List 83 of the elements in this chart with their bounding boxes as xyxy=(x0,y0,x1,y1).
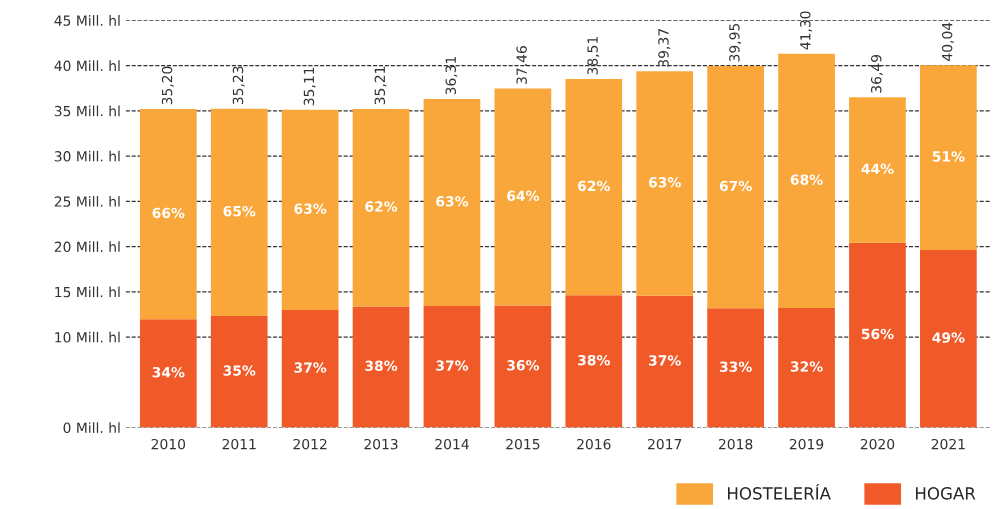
bar xyxy=(778,53,835,308)
bar xyxy=(352,108,410,307)
x-tick-label: 2013 xyxy=(364,438,398,450)
y-tick-label: 25 Mill. hl xyxy=(54,196,120,207)
annotation: 37% xyxy=(294,362,327,373)
x-tick-label: 2014 xyxy=(435,438,469,450)
bar xyxy=(281,310,339,428)
bar xyxy=(281,109,339,311)
x-tick-label: 2010 xyxy=(151,438,186,450)
annotation: 32% xyxy=(790,361,823,372)
annotation: 68% xyxy=(790,174,823,185)
annotation: 65% xyxy=(223,205,256,217)
annotation: 49% xyxy=(932,332,965,343)
bar xyxy=(707,66,764,309)
total-label: 41,30 xyxy=(800,11,812,50)
annotation: 44% xyxy=(861,163,894,175)
annotation: 66% xyxy=(152,207,185,219)
bar xyxy=(210,315,268,428)
total-label: 36,49 xyxy=(870,54,883,93)
bar xyxy=(920,65,977,251)
bar xyxy=(210,108,268,316)
annotation: 56% xyxy=(861,328,894,340)
x-tick-label: 2017 xyxy=(648,438,682,450)
x-tick-label: 2018 xyxy=(718,438,753,450)
bar xyxy=(352,306,410,428)
bar xyxy=(849,97,906,243)
bar xyxy=(707,308,764,428)
legend-label: HOSTELERÍA xyxy=(728,484,831,500)
total-label: 35,21 xyxy=(374,66,387,105)
annotation: 33% xyxy=(719,361,752,372)
total-label: 38,51 xyxy=(587,36,600,75)
total-label: 37,46 xyxy=(516,46,529,84)
annotation: 51% xyxy=(932,151,965,162)
y-tick-label: 35 Mill. hl xyxy=(54,105,120,117)
y-tick-label: 45 Mill. hl xyxy=(54,15,120,26)
total-label: 35,20 xyxy=(161,66,174,105)
bar xyxy=(139,109,197,320)
annotation: 62% xyxy=(578,180,610,192)
bar xyxy=(494,305,552,428)
bar xyxy=(920,250,977,428)
total-label: 40,04 xyxy=(941,22,954,61)
bar xyxy=(423,98,481,307)
y-tick-label: 10 Mill. hl xyxy=(55,331,120,343)
annotation: 64% xyxy=(507,190,540,202)
bar xyxy=(565,295,623,428)
y-tick-label: 15 Mill. hl xyxy=(55,286,120,298)
total-label: 36,31 xyxy=(445,56,458,95)
annotation: 38% xyxy=(365,360,398,372)
annotation: 37% xyxy=(649,355,681,366)
x-tick-label: 2016 xyxy=(577,438,611,450)
total-label: 35,23 xyxy=(232,66,245,105)
bar xyxy=(636,295,694,428)
annotation: 67% xyxy=(719,180,752,192)
x-tick-label: 2019 xyxy=(789,438,824,450)
x-tick-label: 2011 xyxy=(222,438,256,450)
annotation: 63% xyxy=(648,177,681,188)
bar xyxy=(565,79,623,296)
bar xyxy=(778,307,835,428)
y-tick-label: 30 Mill. hl xyxy=(54,150,120,162)
annotation: 62% xyxy=(365,201,398,212)
total-label: 39,37 xyxy=(658,29,671,67)
bar xyxy=(423,306,481,428)
annotation: 38% xyxy=(578,354,610,366)
x-tick-label: 2020 xyxy=(860,438,895,450)
y-tick-label: 20 Mill. hl xyxy=(54,241,120,253)
total-label: 39,95 xyxy=(729,23,742,62)
bar xyxy=(139,319,197,428)
annotation: 63% xyxy=(294,203,327,214)
annotation: 37% xyxy=(436,360,469,371)
y-tick-label: 40 Mill. hl xyxy=(54,60,120,72)
annotation: 63% xyxy=(436,196,469,207)
bar xyxy=(636,71,694,296)
total-label: 35,11 xyxy=(303,67,316,106)
annotation: 34% xyxy=(152,366,185,378)
y-tick-label: 0 Mill. hl xyxy=(63,422,120,434)
x-tick-label: 2015 xyxy=(506,438,540,450)
x-tick-label: 2021 xyxy=(931,438,965,450)
x-tick-label: 2012 xyxy=(293,438,327,450)
bar xyxy=(849,242,906,428)
bar xyxy=(494,88,552,306)
annotation: 36% xyxy=(507,360,540,371)
annotation: 35% xyxy=(223,365,256,376)
legend-label: HOGAR xyxy=(916,487,976,500)
